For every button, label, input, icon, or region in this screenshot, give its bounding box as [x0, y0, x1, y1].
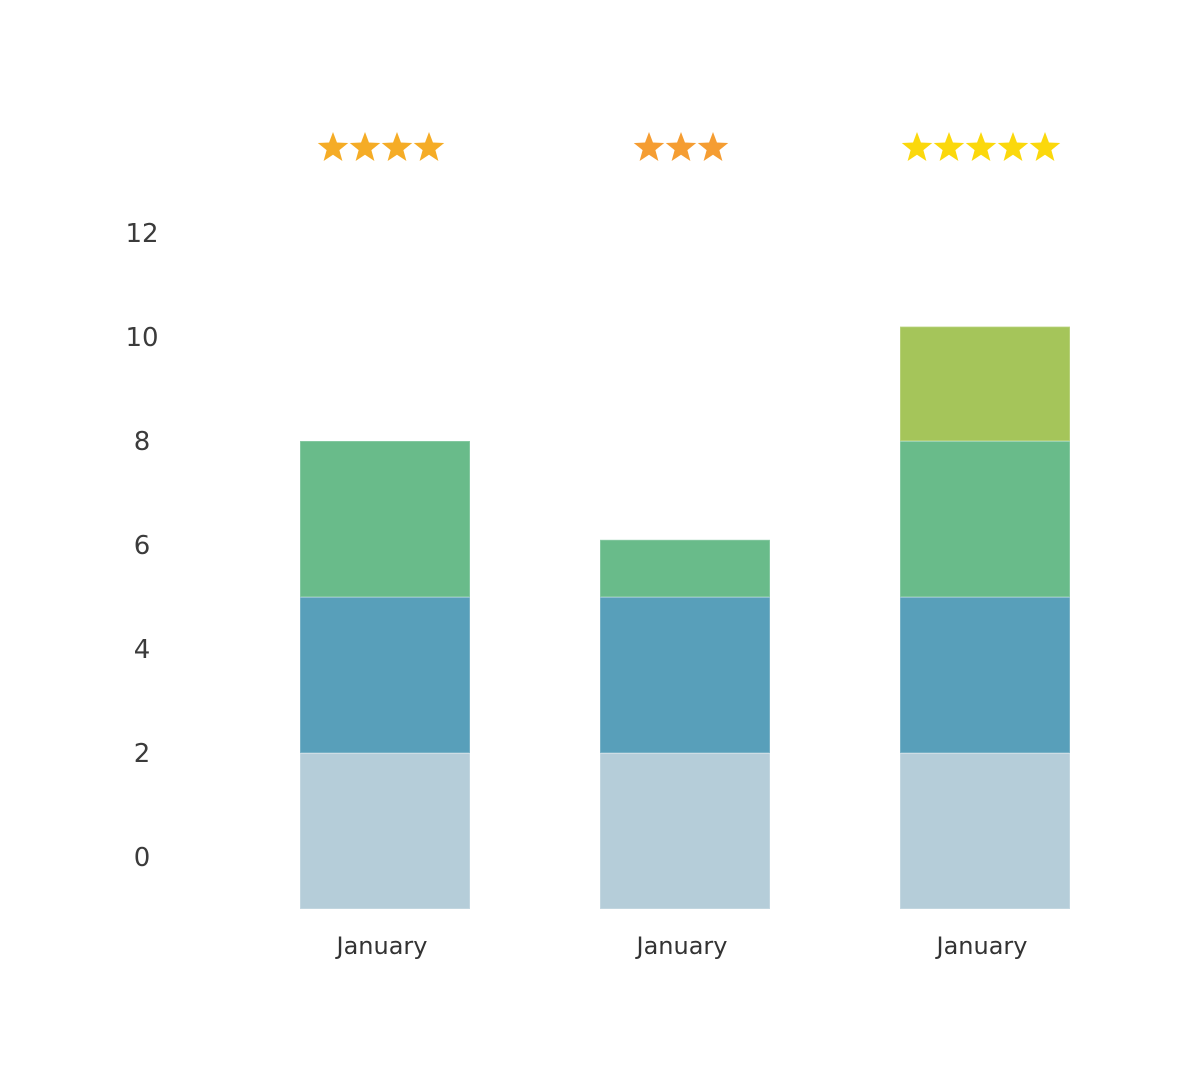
bar-segment	[599, 752, 771, 910]
star-icon	[901, 132, 933, 161]
bars	[299, 325, 1071, 910]
star-icon	[933, 132, 965, 161]
star-icon	[1029, 132, 1061, 161]
y-axis-ticks: 0 2 4 6 8 10 12	[125, 219, 158, 873]
y-tick-label: 2	[134, 739, 151, 769]
star-icon	[349, 132, 381, 161]
star-rating	[901, 132, 1061, 161]
y-tick-label: 10	[125, 323, 158, 353]
y-tick-label: 0	[134, 843, 151, 873]
y-tick-label: 6	[134, 531, 151, 561]
bar-segment	[899, 325, 1071, 442]
bar-stack	[299, 440, 471, 910]
bar-segment	[899, 440, 1071, 598]
x-category-label: January	[635, 932, 728, 960]
star-icon	[413, 132, 445, 161]
bar-segment	[599, 596, 771, 754]
bar-segment	[299, 440, 471, 598]
x-axis-labels: January January January	[335, 932, 1028, 960]
star-rating	[633, 132, 729, 161]
gridlines	[8, 180, 1168, 911]
star-icon	[697, 132, 729, 161]
bar-stack	[599, 539, 771, 910]
rating-stars	[317, 132, 1061, 161]
star-icon	[997, 132, 1029, 161]
bar-segment	[899, 752, 1071, 910]
bar-segment	[899, 596, 1071, 754]
bar-segment	[299, 596, 471, 754]
y-tick-label: 8	[134, 427, 151, 457]
star-icon	[965, 132, 997, 161]
star-icon	[665, 132, 697, 161]
x-category-label: January	[335, 932, 428, 960]
bar-segment	[599, 539, 771, 598]
bar-stack	[899, 325, 1071, 910]
x-category-label: January	[935, 932, 1028, 960]
y-tick-label: 12	[125, 219, 158, 249]
y-tick-label: 4	[134, 635, 151, 665]
star-icon	[633, 132, 665, 161]
star-icon	[381, 132, 413, 161]
bar-segment	[299, 752, 471, 910]
star-icon	[317, 132, 349, 161]
star-rating	[317, 132, 445, 161]
